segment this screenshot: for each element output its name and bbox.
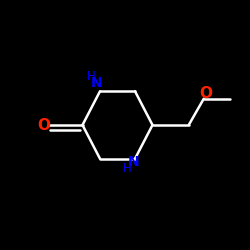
Text: N: N <box>90 76 102 90</box>
Text: H: H <box>123 162 132 175</box>
Text: O: O <box>37 118 50 132</box>
Text: H: H <box>87 70 96 83</box>
Text: N: N <box>128 156 140 170</box>
Text: O: O <box>200 86 213 101</box>
